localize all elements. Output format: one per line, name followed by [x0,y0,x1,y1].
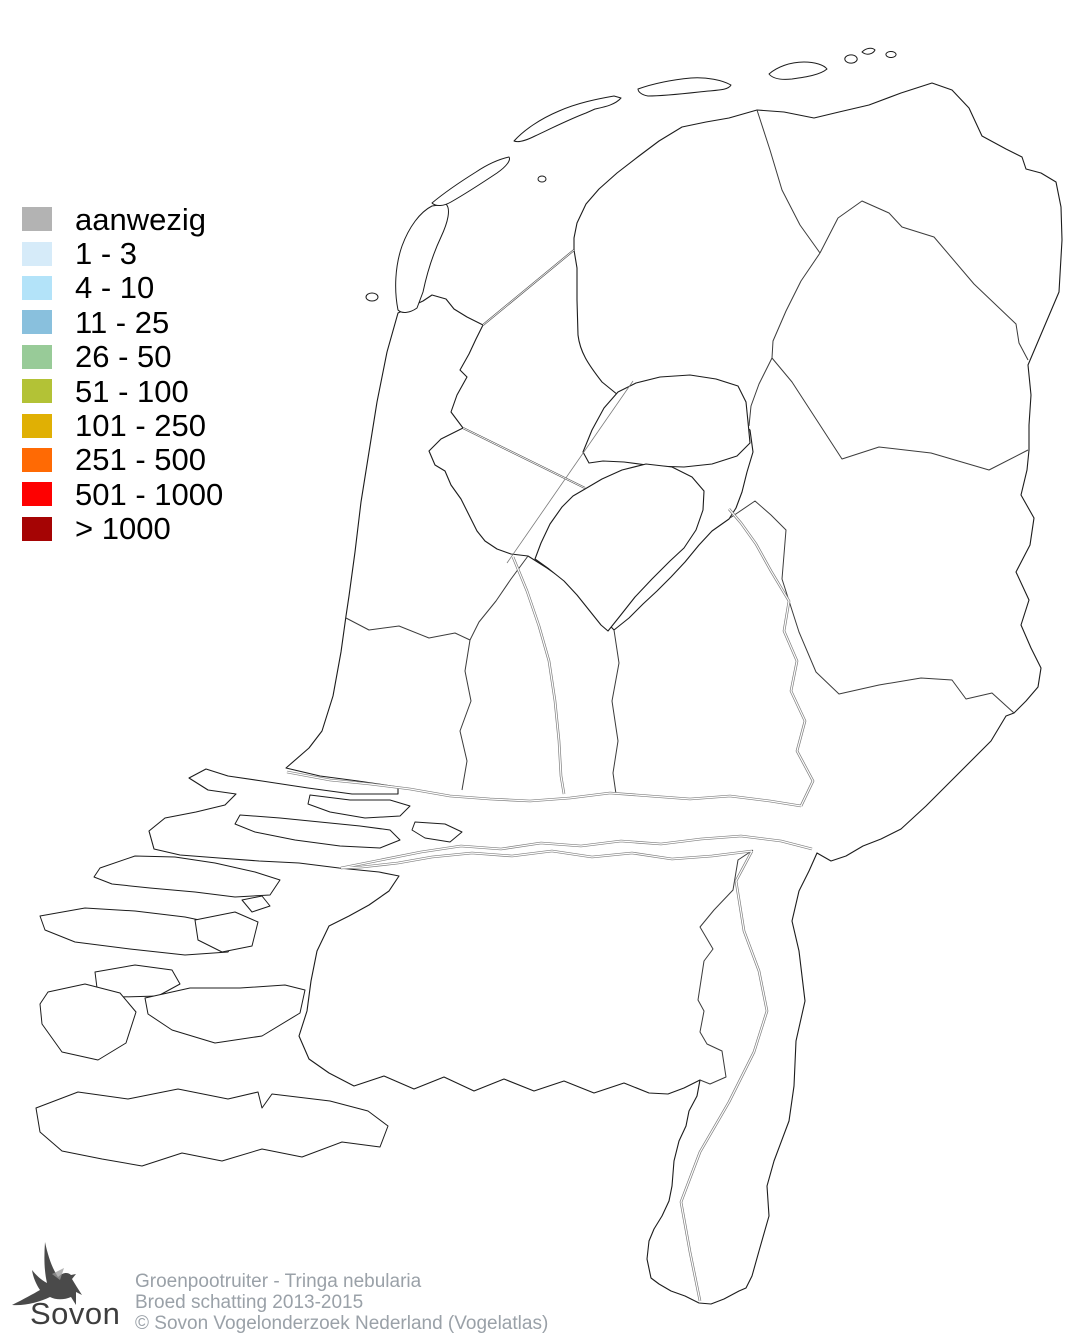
terschelling-island [513,95,622,143]
legend-class-label: 26 - 50 [75,339,172,375]
legend-color-swatch [22,241,52,266]
noordoostpolder [582,374,751,468]
footer-credits: Groenpootruiter - Tringa nebularia Broed … [135,1271,548,1334]
border-gelderland-utrecht [611,629,620,795]
ijsselmonde [307,794,411,819]
legend-class-label: > 1000 [75,511,171,547]
zuid-beveland [144,984,306,1044]
water-border-ijsselmeer [506,380,634,564]
dikes [462,249,586,489]
credit-line: Groenpootruiter - Tringa nebularia [135,1271,422,1292]
goeree-overflakkee [93,855,281,898]
tholen [194,911,259,953]
zeeuws-vlaanderen [35,1088,389,1167]
border-groningen-friesland [756,109,821,254]
province-borders [345,109,1029,1085]
legend-color-swatch [22,207,52,232]
sovon-logo-text: Sovon [30,1296,121,1331]
wadden-islands [365,47,897,313]
legend-class-label: 4 - 10 [75,270,155,306]
legend-class-label: aanwezig [75,201,206,237]
hoeksche-waard [234,814,401,849]
legend-color-swatch [22,482,52,507]
credit-line: Broed schatting 2013-2015 [135,1292,364,1313]
legend-class-label: 251 - 500 [75,442,206,478]
walcheren [39,983,137,1061]
legend-color-swatch [22,413,52,438]
flevoland-polders [534,374,751,632]
legend-row: 1 - 3 [22,236,223,270]
ameland-island [637,77,732,97]
delta-islands [35,794,463,1167]
legend-row: 101 - 250 [22,408,223,442]
credit-line: © Sovon Vogelonderzoek Nederland (Vogela… [135,1313,549,1334]
legend-row: > 1000 [22,512,223,546]
border-groningen-drenthe [819,200,1029,361]
legend-color-swatch [22,516,52,541]
eiland-van-dordrecht [411,821,463,843]
legend-color-swatch [22,447,52,472]
border-overijssel-gelderland [729,500,1015,714]
noorderhaaks-islet [365,292,379,302]
schiermonnikoog-island [768,61,828,80]
legend-color-swatch [22,310,52,335]
border-drenthe-overijssel [771,357,1029,471]
legend-row: 251 - 500 [22,443,223,477]
rivers [286,508,815,1302]
legend-row: 51 - 100 [22,374,223,408]
sint-philipsland [241,895,271,913]
legend-color-swatch [22,275,52,300]
rottum-islet [861,47,876,55]
legend-row: 11 - 25 [22,305,223,339]
legend-class-label: 51 - 100 [75,373,189,409]
border-noordholland-utrecht [469,555,529,641]
rottum-islet [844,54,858,64]
rivers-water [286,508,814,1302]
legend-row: 26 - 50 [22,340,223,374]
legend-class-label: 1 - 3 [75,236,138,272]
rottum-islet [885,50,897,59]
sovon-logo: Sovon [12,1234,132,1338]
border-friesland-drenthe [771,252,821,359]
griend-islet [537,175,547,183]
border-zuidholland-utrecht [459,639,472,791]
legend-row: 501 - 1000 [22,477,223,511]
flevoland [534,463,705,632]
mainland-outline [148,82,1063,1305]
legend-class-label: 11 - 25 [75,304,170,340]
border-noordholland-zuidholland [345,617,471,641]
border-brabant-limburg [697,849,754,1085]
vlieland-island [431,156,510,206]
legend-class-label: 101 - 250 [75,408,206,444]
border-friesland-overijssel [748,357,773,427]
legend-row: aanwezig [22,202,223,236]
legend-row: 4 - 10 [22,271,223,305]
legend-class-label: 501 - 1000 [75,476,224,512]
texel-island [395,203,449,313]
legend-color-swatch [22,379,52,404]
swallow-icon [12,1242,82,1306]
legend-color-swatch [22,344,52,369]
